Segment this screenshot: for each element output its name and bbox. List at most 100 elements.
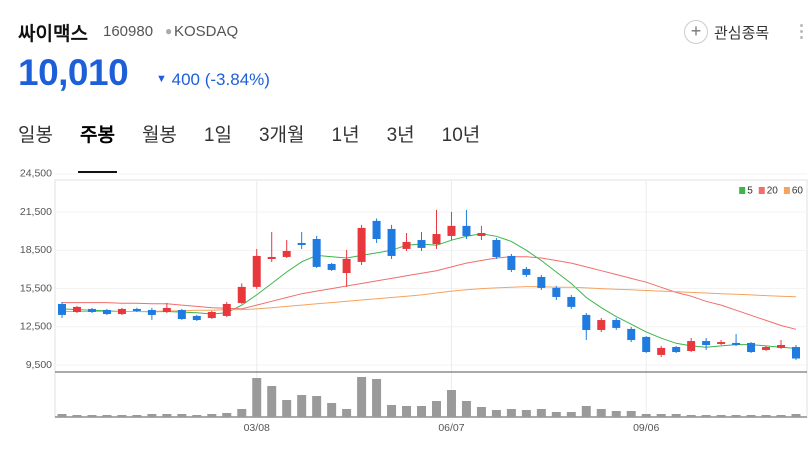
candle-body	[327, 263, 336, 270]
separator-dot: ●	[165, 24, 173, 38]
candle-body	[102, 309, 111, 315]
candle-body	[537, 276, 546, 288]
volume-bar	[102, 415, 112, 417]
volume-bar	[581, 406, 591, 417]
volume-bar	[731, 415, 741, 417]
candle-body	[687, 341, 696, 351]
volume-bar	[177, 414, 187, 417]
volume-bar	[656, 414, 666, 417]
candle-body	[162, 307, 171, 312]
tab[interactable]: 주봉	[77, 120, 117, 173]
volume-bar	[357, 377, 367, 417]
candle-body	[672, 347, 681, 352]
candle-body	[402, 241, 411, 249]
candle-body	[207, 312, 216, 318]
candle-body	[297, 242, 306, 245]
volume-bar	[626, 411, 636, 417]
volume-bar	[686, 415, 696, 417]
y-tick-label: 12,500	[20, 321, 52, 333]
candle-body	[72, 306, 81, 312]
volume-bar	[716, 415, 726, 417]
more-menu[interactable]	[800, 24, 803, 42]
volume-bar	[372, 379, 382, 417]
candle-body	[657, 347, 666, 355]
candle-body	[462, 225, 471, 236]
volume-bar	[791, 414, 801, 417]
candle-body	[147, 309, 156, 315]
volume-bar	[237, 409, 247, 417]
volume-bar	[72, 415, 82, 417]
volume-bar	[536, 409, 546, 417]
candle-body	[492, 240, 501, 257]
volume-bar	[192, 415, 202, 417]
stock-code: 160980	[103, 23, 154, 40]
candle-body	[702, 341, 711, 345]
tab[interactable]: 1일	[203, 125, 232, 146]
x-tick-label: 06/07	[438, 422, 464, 434]
y-tick-label: 24,500	[20, 168, 52, 180]
candle-body	[777, 344, 786, 348]
candle-body	[387, 228, 396, 256]
tab[interactable]: 월봉	[141, 125, 177, 146]
watch-label: 관심종목	[714, 24, 770, 42]
moving-average-line	[61, 233, 797, 349]
tab[interactable]: 일봉	[18, 125, 53, 146]
volume-bar	[282, 400, 292, 417]
legend-label: 60	[792, 186, 804, 197]
y-tick-label: 18,500	[20, 244, 52, 256]
plus-icon: +	[684, 20, 708, 44]
volume-bar	[312, 396, 322, 417]
y-tick-label: 15,500	[20, 282, 52, 294]
stock-name: 싸이맥스	[18, 24, 88, 45]
volume-bar	[506, 409, 516, 417]
y-tick-label: 21,500	[20, 206, 52, 218]
tab[interactable]: 3개월	[258, 125, 305, 146]
market: KOSDAQ	[174, 23, 239, 40]
x-tick-label: 03/08	[244, 422, 270, 434]
volume-bar	[162, 414, 172, 417]
volume-bar	[596, 409, 606, 417]
candle-body	[597, 320, 606, 330]
tab[interactable]: 3년	[386, 125, 415, 146]
volume-bar	[402, 406, 412, 417]
volume-bar	[252, 378, 262, 417]
volume-bar	[551, 412, 561, 417]
candle-body	[417, 240, 426, 248]
watch-button[interactable]: + 관심종목	[684, 20, 769, 44]
candle-body	[252, 255, 261, 287]
candle-body	[192, 315, 201, 321]
candle-body	[627, 328, 636, 341]
volume-bar	[327, 403, 337, 417]
candle-body	[222, 303, 231, 316]
candle-body	[372, 220, 381, 240]
candle-body	[267, 256, 276, 260]
candle-body	[747, 342, 756, 352]
candle-body	[342, 259, 351, 274]
tab[interactable]: 10년	[441, 125, 481, 146]
candle-body	[357, 227, 366, 262]
candle-body	[282, 250, 291, 257]
candle-body	[132, 308, 141, 311]
candle-body	[477, 233, 486, 236]
candle-body	[717, 342, 726, 344]
tab[interactable]: 1년	[331, 125, 360, 146]
candle-body	[87, 308, 96, 312]
change: 400	[171, 70, 200, 89]
candle-body	[237, 286, 246, 303]
candle-body	[58, 303, 66, 315]
x-tick-label: 09/06	[633, 422, 659, 434]
moving-average-line	[62, 256, 797, 330]
candle-body	[447, 225, 456, 236]
candle-body	[612, 320, 621, 328]
volume-bar	[776, 415, 786, 417]
candle-body	[522, 268, 531, 275]
volume-bar	[117, 415, 127, 417]
chart-frame	[54, 179, 808, 418]
price-change: ▼ 400 (-3.84%)	[156, 70, 270, 89]
volume-bar	[641, 414, 651, 417]
volume-bar	[476, 407, 486, 417]
candle-body	[792, 347, 800, 359]
legend-swatch	[739, 187, 746, 194]
